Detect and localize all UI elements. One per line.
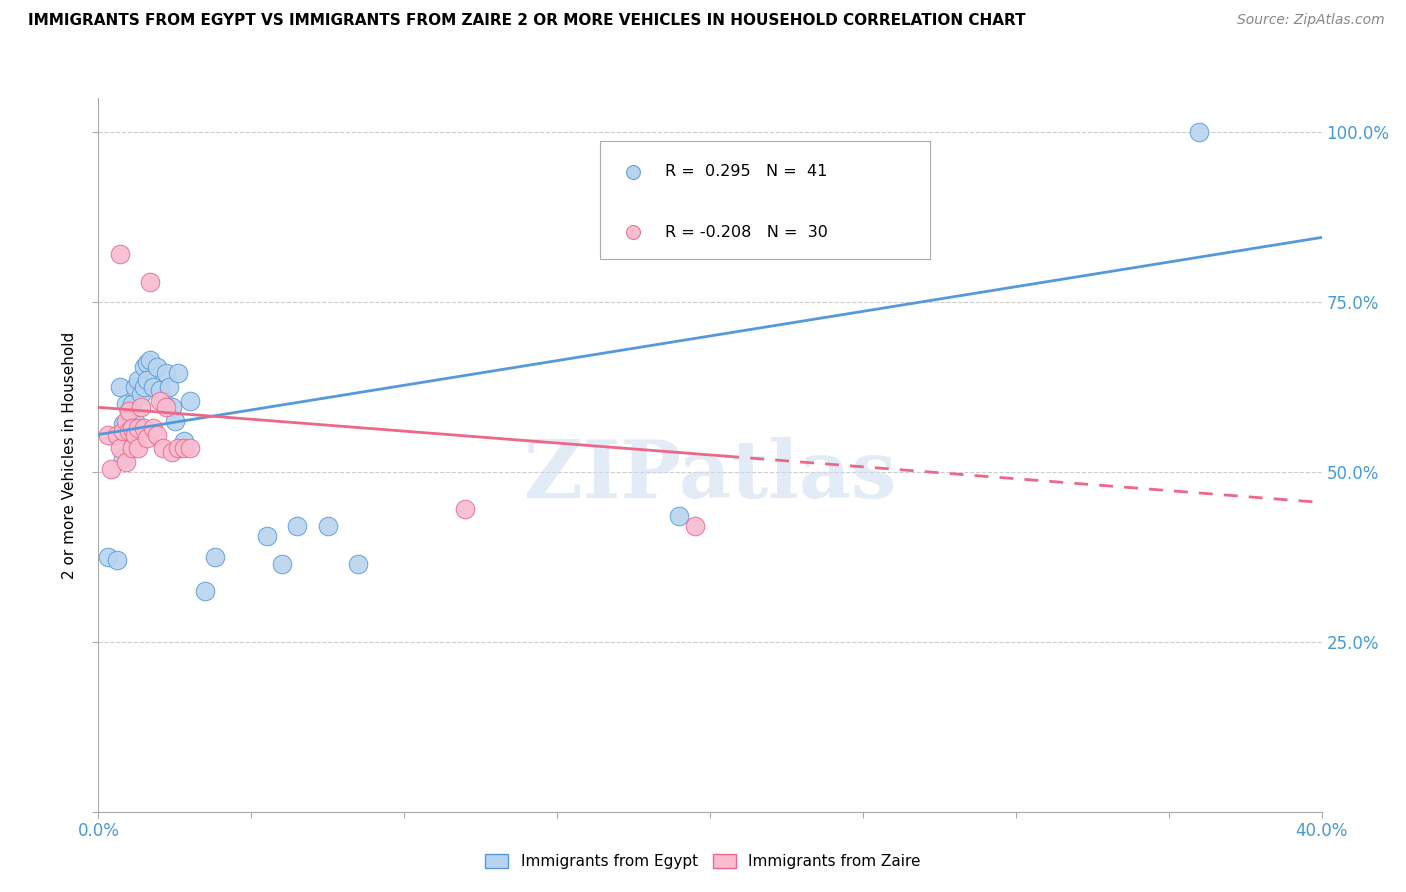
Text: R = -0.208   N =  30: R = -0.208 N = 30 [665, 225, 828, 240]
Point [118, 403, 141, 417]
Point [142, 421, 165, 435]
Point [173, 434, 195, 449]
Point [124, 427, 146, 442]
Point [127, 421, 149, 435]
Point [149, 393, 172, 408]
Point [167, 441, 190, 455]
Legend: Immigrants from Egypt, Immigrants from Zaire: Immigrants from Egypt, Immigrants from Z… [479, 848, 927, 875]
Point [118, 427, 141, 442]
Point [118, 403, 141, 417]
Point [121, 414, 143, 428]
Point [105, 553, 128, 567]
Point [97, 427, 120, 442]
Y-axis label: 2 or more Vehicles in Household: 2 or more Vehicles in Household [62, 331, 77, 579]
Point [157, 380, 180, 394]
Point [149, 384, 172, 398]
Point [121, 441, 143, 455]
Point [118, 421, 141, 435]
Point [115, 414, 138, 428]
FancyBboxPatch shape [600, 141, 931, 259]
Point [142, 380, 165, 394]
Point [115, 397, 138, 411]
Text: R =  0.295   N =  41: R = 0.295 N = 41 [665, 164, 827, 179]
Point [152, 393, 174, 408]
Point [155, 401, 177, 415]
Point [139, 352, 162, 367]
Point [173, 441, 195, 455]
Point [152, 441, 174, 455]
Point [145, 427, 167, 442]
Point [127, 373, 149, 387]
Point [136, 373, 159, 387]
Point [134, 421, 156, 435]
Point [179, 441, 201, 455]
Point [108, 247, 131, 261]
Point [134, 380, 156, 394]
Point [115, 455, 138, 469]
Point [111, 451, 134, 466]
Point [347, 557, 370, 571]
Point [270, 557, 292, 571]
Point [100, 461, 122, 475]
Point [108, 380, 131, 394]
Point [256, 529, 278, 543]
Point [127, 441, 149, 455]
Point [454, 502, 477, 516]
Point [167, 367, 190, 381]
Point [668, 509, 690, 524]
Point [139, 275, 162, 289]
Point [145, 359, 167, 374]
Text: ZIPatlas: ZIPatlas [524, 437, 896, 516]
Point [194, 583, 217, 598]
Point [285, 519, 308, 533]
Point [134, 359, 156, 374]
Point [118, 424, 141, 438]
Point [121, 397, 143, 411]
Point [108, 441, 131, 455]
Point [105, 427, 128, 442]
Point [124, 380, 146, 394]
Point [129, 386, 152, 401]
Text: Source: ZipAtlas.com: Source: ZipAtlas.com [1237, 13, 1385, 28]
Point [111, 417, 134, 432]
Point [124, 414, 146, 428]
Point [683, 519, 706, 533]
Point [136, 356, 159, 370]
Point [204, 549, 226, 564]
Point [155, 367, 177, 381]
Point [1188, 125, 1211, 139]
Point [111, 424, 134, 438]
Point [160, 444, 183, 458]
Point [121, 421, 143, 435]
Point [316, 519, 339, 533]
Point [97, 549, 120, 564]
Point [163, 414, 186, 428]
Point [160, 401, 183, 415]
Point [136, 431, 159, 445]
Point [179, 393, 201, 408]
Point [129, 401, 152, 415]
Point [115, 427, 138, 442]
Text: IMMIGRANTS FROM EGYPT VS IMMIGRANTS FROM ZAIRE 2 OR MORE VEHICLES IN HOUSEHOLD C: IMMIGRANTS FROM EGYPT VS IMMIGRANTS FROM… [28, 13, 1026, 29]
